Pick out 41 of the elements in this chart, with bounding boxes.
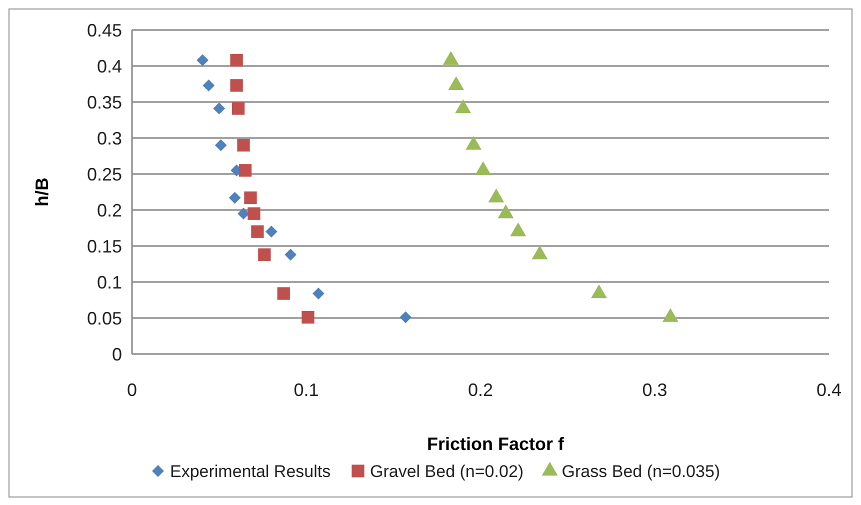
point [228, 192, 241, 204]
y-tick-label: 0.25 [86, 164, 122, 184]
point [213, 102, 226, 114]
y-tick-label: 0.1 [96, 272, 122, 292]
x-axis-title: Friction Factor f [426, 434, 565, 454]
y-tick-label: 0.05 [86, 308, 122, 328]
y-axis-title: h/B [32, 178, 52, 206]
x-tick-label: 0.4 [816, 380, 842, 400]
y-tick-label: 0.35 [86, 92, 122, 112]
x-tick-label: 0.3 [642, 380, 668, 400]
point [265, 226, 278, 238]
y-tick-label: 0.45 [86, 20, 122, 40]
legend-label: Experimental Results [170, 462, 331, 481]
point [230, 79, 243, 92]
y-tick-label: 0.2 [96, 200, 122, 220]
y-tick-label: 0.15 [86, 236, 122, 256]
legend-label: Gravel Bed (n=0.02) [370, 462, 524, 481]
point [244, 191, 257, 204]
point [230, 54, 243, 67]
point [238, 164, 252, 177]
point [258, 248, 271, 261]
x-tick-label: 0 [126, 380, 138, 400]
point [196, 54, 209, 66]
y-tick-label: 0.4 [96, 56, 122, 76]
point [284, 248, 297, 261]
y-tick-label: 0 [112, 344, 122, 364]
point [277, 287, 290, 300]
point [400, 311, 412, 324]
x-tick-label: 0.1 [294, 380, 319, 400]
point [232, 102, 245, 115]
point [237, 138, 250, 152]
y-tick-label: 0.3 [96, 128, 122, 148]
point [312, 288, 324, 300]
point [251, 225, 264, 238]
point [302, 310, 314, 324]
legend-label: Grass Bed (n=0.035) [562, 462, 720, 481]
point [214, 139, 227, 152]
point [202, 80, 215, 92]
point [238, 208, 250, 220]
x-tick-label: 0.2 [468, 380, 494, 400]
point [248, 207, 260, 220]
